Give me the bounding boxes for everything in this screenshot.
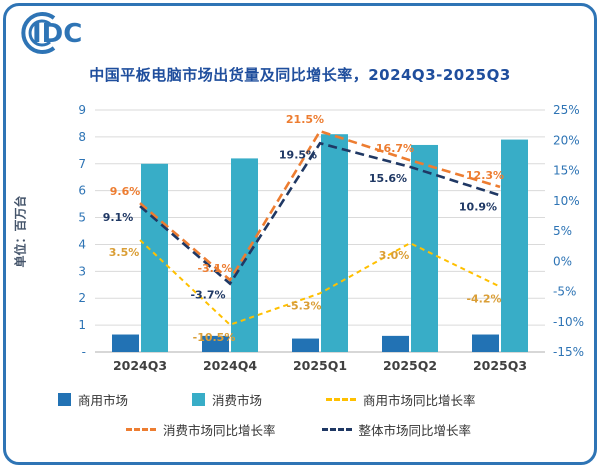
svg-text:25%: 25% — [553, 103, 580, 117]
svg-text:19.5%: 19.5% — [279, 148, 317, 161]
svg-text:15.6%: 15.6% — [369, 172, 407, 185]
commercial-growth-line-swatch — [326, 398, 357, 401]
overall-growth-line-swatch — [321, 428, 352, 431]
legend-label: 整体市场同比增长率 — [358, 423, 472, 438]
svg-text:-4.2%: -4.2% — [466, 293, 501, 306]
svg-text:1: 1 — [78, 318, 86, 332]
svg-text:2: 2 — [78, 291, 86, 305]
svg-text:3.0%: 3.0% — [379, 249, 410, 262]
legend-item-commercial-market: 商用市场 — [58, 390, 128, 409]
svg-text:9: 9 — [78, 103, 86, 117]
legend-item-consumer-market: 消费市场 — [192, 390, 262, 409]
svg-text:2025Q2: 2025Q2 — [383, 358, 437, 373]
svg-text:5: 5 — [78, 211, 86, 225]
svg-text:9.1%: 9.1% — [103, 211, 134, 224]
idc-logo-graphic: IDC — [21, 12, 82, 54]
idc-logo: IDC — [16, 8, 112, 62]
svg-text:2025Q3: 2025Q3 — [473, 358, 527, 373]
svg-text:15%: 15% — [553, 164, 580, 178]
svg-text:20%: 20% — [553, 133, 580, 147]
legend-label: 消费市场同比增长率 — [163, 423, 276, 438]
svg-text:2024Q3: 2024Q3 — [113, 358, 167, 373]
commercial-market-swatch — [58, 393, 71, 406]
svg-text:5%: 5% — [553, 224, 572, 238]
svg-text:9.6%: 9.6% — [110, 185, 141, 198]
legend-label: 商用市场 — [78, 393, 129, 408]
svg-text:2025Q1: 2025Q1 — [293, 358, 347, 373]
svg-text:4: 4 — [78, 237, 86, 251]
svg-text:16.7%: 16.7% — [376, 142, 414, 155]
legend-item-overall-growth: 整体市场同比增长率 — [321, 420, 472, 439]
svg-text:10.9%: 10.9% — [459, 200, 497, 213]
svg-text:3.5%: 3.5% — [109, 246, 140, 259]
svg-text:2024Q4: 2024Q4 — [203, 358, 257, 373]
svg-text:-: - — [82, 345, 86, 359]
svg-text:-3.7%: -3.7% — [190, 289, 225, 302]
legend-label: 消费市场 — [212, 393, 263, 408]
svg-text:10%: 10% — [553, 194, 580, 208]
svg-text:-5.3%: -5.3% — [286, 299, 321, 312]
legend-row-1: 商用市场 消费市场 商用市场同比增长率 — [58, 390, 600, 409]
chart-title: 中国平板电脑市场出货量及同比增长率，2024Q3-2025Q3 — [89, 66, 511, 84]
chart-legend: 商用市场 消费市场 商用市场同比增长率 消费市场同比增长率 整体市场同比增长率 — [0, 390, 600, 439]
svg-text:12.3%: 12.3% — [466, 169, 504, 182]
svg-text:-5%: -5% — [553, 285, 576, 299]
svg-text:-10.5%: -10.5% — [193, 331, 236, 344]
shipment-growth-chart: 9 8 7 6 5 4 3 2 1 - 25% 20% 15% 10% 5% 0% -5% -10% -15% 202… — [78, 103, 584, 373]
legend-label: 商用市场同比增长率 — [363, 393, 476, 408]
svg-text:6: 6 — [78, 184, 86, 198]
svg-text:3: 3 — [78, 264, 86, 278]
legend-row-2: 消费市场同比增长率 整体市场同比增长率 — [126, 420, 600, 439]
svg-text:7: 7 — [78, 157, 86, 171]
svg-text:0%: 0% — [553, 254, 572, 268]
svg-text:21.5%: 21.5% — [286, 113, 324, 126]
consumer-growth-line-swatch — [126, 428, 156, 431]
consumer-market-swatch — [192, 393, 206, 406]
idc-logo-text: IDC — [32, 19, 82, 49]
legend-item-consumer-growth: 消费市场同比增长率 — [126, 420, 276, 439]
svg-text:-3.1%: -3.1% — [197, 262, 232, 275]
svg-text:8: 8 — [78, 130, 86, 144]
legend-item-commercial-growth: 商用市场同比增长率 — [326, 390, 476, 409]
svg-text:-15%: -15% — [553, 345, 584, 359]
svg-text:-10%: -10% — [553, 315, 584, 329]
